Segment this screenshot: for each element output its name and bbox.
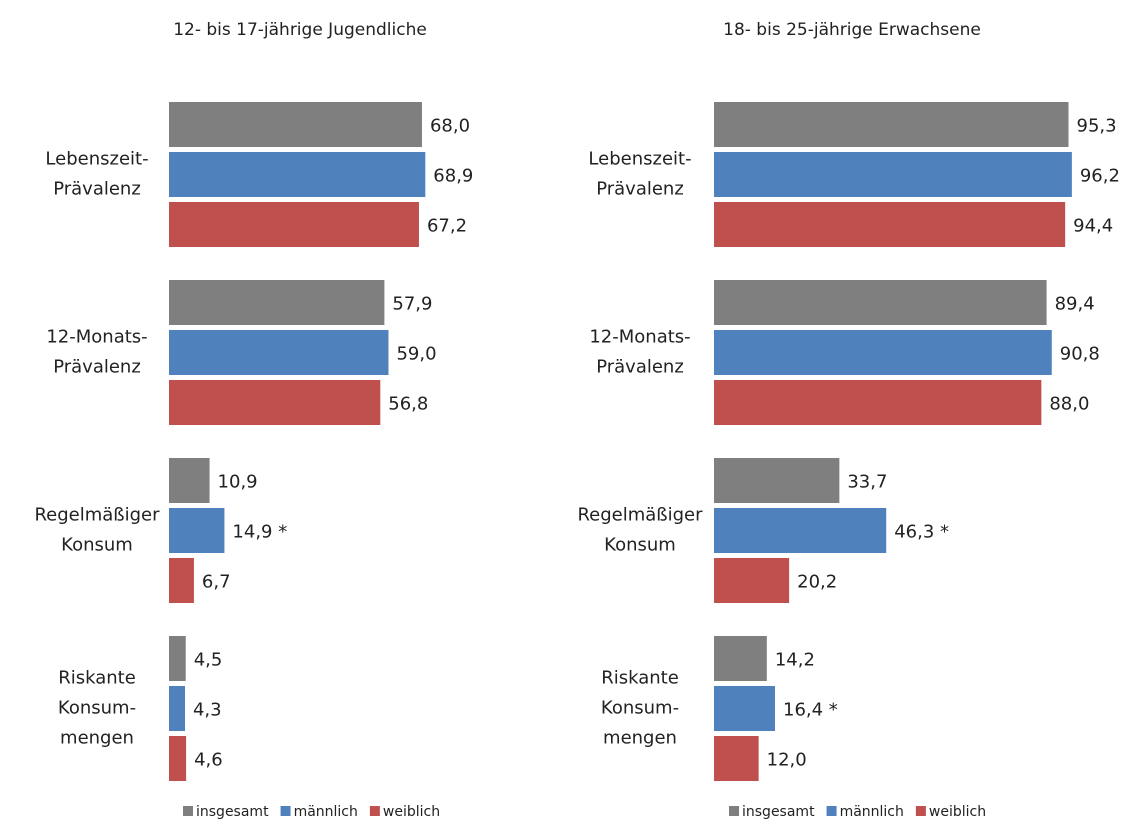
category-label: Regelmäßiger [34,505,160,526]
value-label: 14,9 * [232,522,287,543]
value-label: 94,4 [1073,216,1113,237]
value-label: 4,6 [194,750,223,771]
bar [714,508,887,553]
legend-swatch [729,806,739,816]
bar [169,636,186,681]
category-label: Konsum [604,535,676,556]
legend-swatch [280,806,291,816]
category-label: mengen [603,728,677,749]
value-label: 68,9 [433,166,473,187]
value-label: 96,2 [1080,166,1120,187]
bar [169,508,225,553]
bar [714,152,1072,197]
category-label: Prävalenz [53,179,141,200]
value-label: 95,3 [1077,116,1117,137]
legend-label: männlich [294,804,358,819]
bar [714,636,767,681]
bar [714,736,759,781]
value-label: 57,9 [392,294,432,315]
legend-label: weiblich [929,804,986,819]
legend-swatch [369,806,380,816]
bar [169,202,419,247]
bar [714,330,1052,375]
bar [714,202,1066,247]
bar [169,102,422,147]
bar [169,330,389,375]
value-label: 56,8 [388,394,428,415]
category-label: 12-Monats- [46,327,147,348]
category-label: Riskante [601,668,679,689]
value-label: 33,7 [847,472,887,493]
category-label: Lebenszeit- [588,149,691,170]
value-label: 46,3 * [894,522,949,543]
bar [169,686,185,731]
chart-title: 12- bis 17-jährige Jugendliche [173,20,427,40]
legend-label: männlich [840,804,904,819]
value-label: 20,2 [797,572,837,593]
value-label: 59,0 [396,344,436,365]
bar [169,558,194,603]
bar [714,458,840,503]
value-label: 4,5 [194,650,223,671]
legend-label: insgesamt [742,804,815,819]
bar [714,102,1069,147]
bar [169,380,381,425]
value-label: 16,4 * [783,700,838,721]
category-label: Konsum [61,535,133,556]
legend-swatch [826,806,837,816]
category-label: Regelmäßiger [577,505,703,526]
value-label: 6,7 [202,572,231,593]
category-label: Prävalenz [53,357,141,378]
category-label: 12-Monats- [589,327,690,348]
category-label: Konsum- [601,698,679,719]
value-label: 68,0 [430,116,470,137]
value-label: 90,8 [1060,344,1100,365]
category-label: Riskante [58,668,136,689]
legend-label: insgesamt [196,804,269,819]
category-label: mengen [60,728,134,749]
chart-title: 18- bis 25-jährige Erwachsene [723,20,981,40]
bar [169,152,426,197]
bar [169,280,385,325]
bar [714,558,790,603]
bar [714,280,1047,325]
value-label: 88,0 [1049,394,1089,415]
value-label: 10,9 [218,472,258,493]
category-label: Prävalenz [596,179,684,200]
value-label: 67,2 [427,216,467,237]
legend-swatch [183,806,193,816]
value-label: 4,3 [193,700,222,721]
bar [169,736,187,781]
category-label: Konsum- [58,698,136,719]
value-label: 12,0 [767,750,807,771]
bar [714,686,776,731]
bar [169,458,210,503]
bar [714,380,1042,425]
category-label: Prävalenz [596,357,684,378]
legend-swatch [915,806,926,816]
value-label: 14,2 [775,650,815,671]
category-label: Lebenszeit- [45,149,148,170]
value-label: 89,4 [1055,294,1095,315]
legend-label: weiblich [383,804,440,819]
